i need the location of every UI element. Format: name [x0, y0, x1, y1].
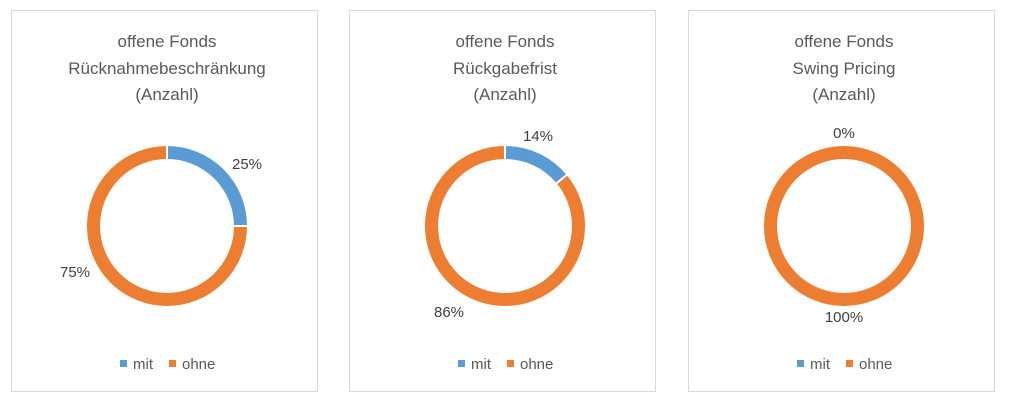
data-label-ohne: 100% — [825, 309, 863, 326]
data-label-mit: 14% — [523, 128, 553, 145]
legend-swatch-ohne — [846, 360, 853, 367]
legend-swatch-mit — [120, 360, 127, 367]
data-label-mit: 25% — [232, 156, 262, 173]
legend-swatch-ohne — [507, 360, 514, 367]
donut-slice-ohne — [85, 143, 250, 308]
chart-title-line: offene Fonds — [456, 32, 555, 51]
legend-swatch-mit — [797, 360, 804, 367]
donut-chart-swing-pricing: offene Fonds Swing Pricing (Anzahl) 0% 100% m… — [761, 32, 926, 373]
chart-legend: mit ohne — [120, 356, 215, 373]
chart-title-line: Rücknahmebeschränkung — [68, 59, 266, 78]
legend-label-ohne: ohne — [182, 356, 215, 373]
donut-slice-ohne — [423, 143, 587, 308]
legend-swatch-mit — [458, 360, 465, 367]
donut-chart-ruecknahmebeschraenkung: offene Fonds Rücknahmebeschränkung (Anzahl… — [60, 32, 266, 373]
data-label-ohne: 86% — [434, 304, 464, 321]
chart-panel-ruecknahmebeschraenkung: offene Fonds Rücknahmebeschränkung (Anzahl… — [11, 10, 318, 392]
chart-panel-swing-pricing: offene Fonds Swing Pricing (Anzahl) 0% 100% m… — [688, 10, 995, 392]
legend-label-ohne: ohne — [859, 356, 892, 373]
donut-chart-rueckgabefrist: offene Fonds Rückgabefrist (Anzahl) 14% 86% m… — [423, 32, 587, 373]
chart-legend: mit ohne — [458, 356, 553, 373]
chart-title-line: offene Fonds — [795, 32, 894, 51]
chart-legend: mit ohne — [797, 356, 892, 373]
donut-slice-mit — [504, 143, 569, 186]
donut-slice-ohne — [761, 144, 926, 308]
legend-label-ohne: ohne — [520, 356, 553, 373]
legend-label-mit: mit — [133, 356, 154, 373]
chart-title-line: (Anzahl) — [473, 85, 536, 104]
data-label-ohne: 75% — [60, 264, 90, 281]
chart-title-line: offene Fonds — [118, 32, 217, 51]
legend-label-mit: mit — [471, 356, 492, 373]
chart-title-line: (Anzahl) — [812, 85, 875, 104]
data-label-mit: 0% — [833, 125, 855, 142]
chart-panel-rueckgabefrist: offene Fonds Rückgabefrist (Anzahl) 14% 86% m… — [349, 10, 656, 392]
chart-title-line: (Anzahl) — [135, 85, 198, 104]
chart-title-line: Rückgabefrist — [453, 59, 557, 78]
chart-title-line: Swing Pricing — [793, 59, 896, 78]
legend-label-mit: mit — [810, 356, 831, 373]
legend-swatch-ohne — [169, 360, 176, 367]
